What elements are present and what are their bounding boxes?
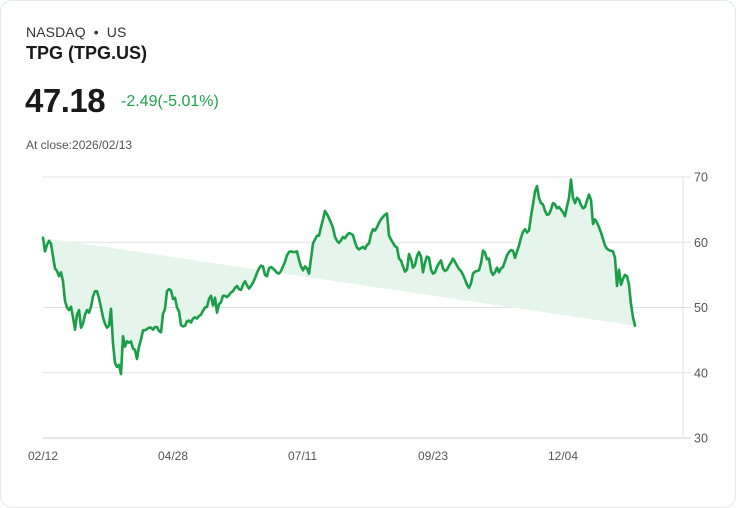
stock-title: TPG (TPG.US) bbox=[26, 43, 147, 63]
region: US bbox=[106, 24, 127, 40]
exchange-name: NASDAQ bbox=[26, 24, 86, 40]
y-tick-label: 60 bbox=[694, 236, 708, 250]
y-tick-label: 70 bbox=[694, 171, 708, 185]
x-tick-label: 04/28 bbox=[158, 449, 188, 463]
x-tick-label: 09/23 bbox=[418, 449, 448, 463]
exchange-line: NASDAQ • US bbox=[26, 24, 126, 40]
x-tick-label: 07/11 bbox=[288, 449, 317, 463]
x-tick-label: 02/12 bbox=[28, 449, 58, 463]
separator-dot: • bbox=[93, 24, 99, 40]
close-date: At close:2026/02/13 bbox=[26, 138, 133, 152]
price-area-fill bbox=[43, 179, 635, 375]
y-tick-label: 40 bbox=[694, 366, 708, 380]
price-line bbox=[41, 178, 637, 376]
y-tick-label: 30 bbox=[694, 432, 708, 446]
price-change: -2.49(-5.01%) bbox=[121, 93, 219, 110]
current-price: 47.18 bbox=[25, 82, 106, 119]
x-tick-label: 12/04 bbox=[548, 449, 578, 463]
y-tick-label: 50 bbox=[694, 301, 708, 315]
x-axis: 02/12 04/28 07/11 09/23 12/04 bbox=[28, 449, 578, 463]
y-axis: 30 40 50 60 70 bbox=[694, 171, 708, 446]
